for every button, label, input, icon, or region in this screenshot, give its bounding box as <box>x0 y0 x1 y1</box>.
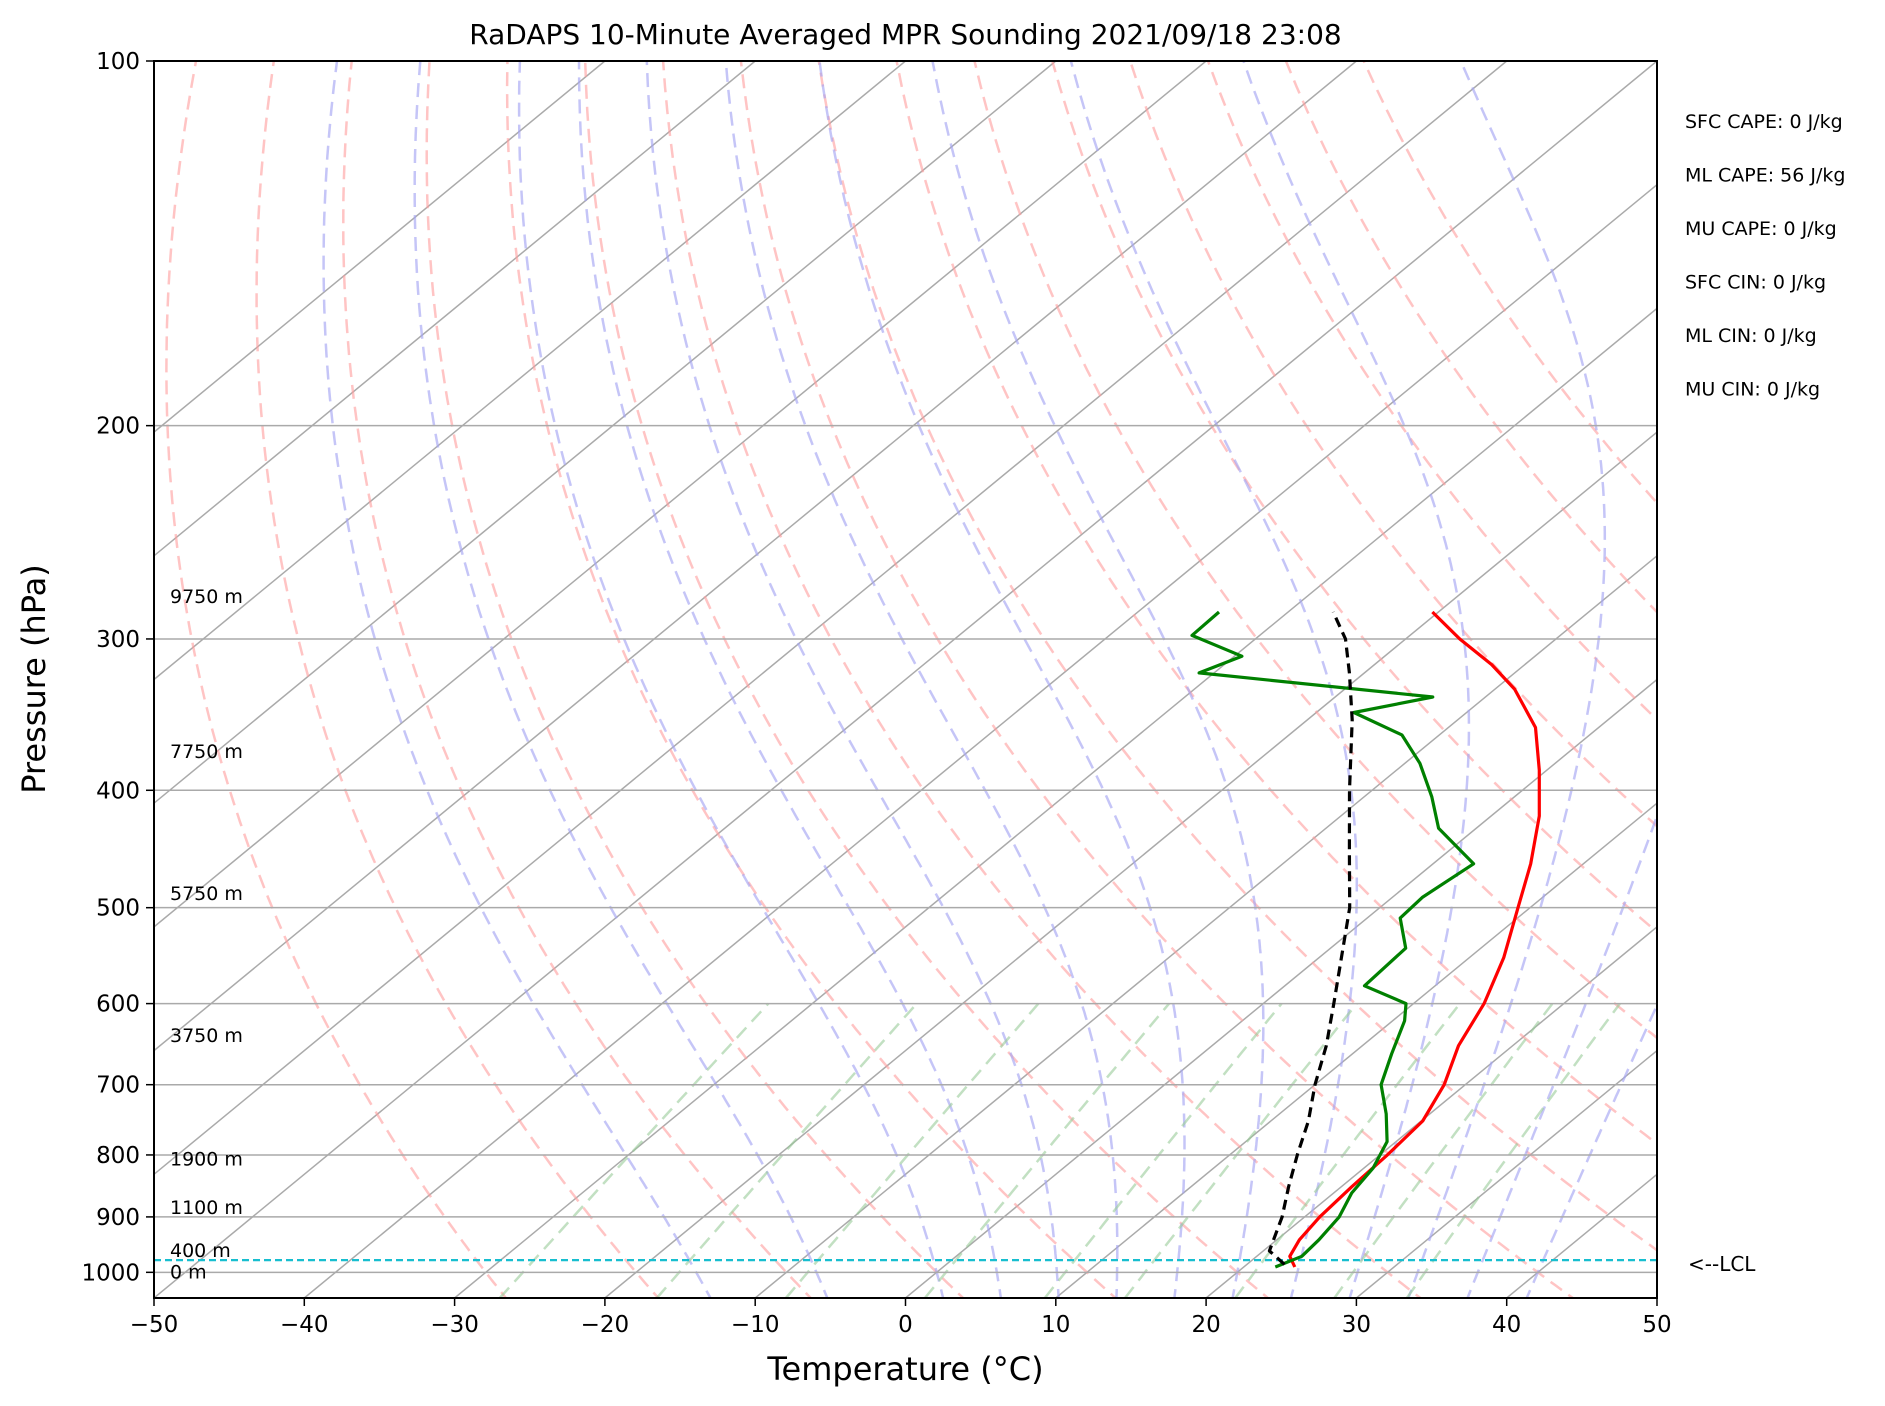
dry-adiabat <box>895 61 1657 1146</box>
dry-adiabat <box>817 61 1657 1252</box>
moist-adiabat <box>645 61 1060 1298</box>
moist-adiabat <box>1407 61 1607 1298</box>
chart-title: RaDAPS 10-Minute Averaged MPR Sounding 2… <box>469 18 1341 51</box>
isotherm <box>154 61 1357 1052</box>
height-label: 400 m <box>170 1240 231 1262</box>
y-tick-label: 900 <box>96 1205 140 1231</box>
index-text: MU CIN: 0 J/kg <box>1685 379 1820 401</box>
isotherm <box>154 61 1057 805</box>
dry-adiabat <box>1128 61 1657 828</box>
moist-adiabat <box>413 61 829 1298</box>
isotherm <box>1355 1049 1657 1298</box>
x-tick-label: 0 <box>898 1312 913 1338</box>
x-tick-label: 30 <box>1342 1312 1371 1338</box>
x-tick-label: −30 <box>430 1312 479 1338</box>
dewpoint-profile <box>1190 610 1476 1269</box>
index-text: ML CIN: 0 J/kg <box>1685 325 1817 347</box>
lcl-label: <--LCL <box>1688 1252 1756 1276</box>
x-tick-label: −20 <box>581 1312 630 1338</box>
mixing-ratio-line <box>1234 1002 1461 1298</box>
height-label: 3750 m <box>170 1025 243 1047</box>
height-label: 1900 m <box>170 1149 243 1171</box>
dry-adiabat <box>505 61 1118 1298</box>
y-tick-label: 300 <box>96 627 140 653</box>
height-label: 5750 m <box>170 883 243 905</box>
isotherm <box>1506 1173 1657 1298</box>
height-label: 1100 m <box>170 1197 243 1219</box>
height-label: 7750 m <box>170 741 243 763</box>
y-tick-label: 700 <box>96 1073 140 1099</box>
isotherm <box>303 183 1657 1298</box>
x-tick-label: 50 <box>1642 1312 1671 1338</box>
isotherm <box>154 61 1207 928</box>
x-tick-label: 10 <box>1041 1312 1070 1338</box>
isotherm <box>154 61 756 557</box>
dry-adiabat <box>425 61 965 1298</box>
isotherm <box>154 61 1657 1298</box>
x-tick-label: 40 <box>1492 1312 1521 1338</box>
dry-adiabat <box>1051 61 1657 934</box>
dry-adiabat <box>661 61 1423 1298</box>
dry-adiabat <box>583 61 1270 1298</box>
isotherm <box>1205 925 1657 1298</box>
moist-adiabat <box>517 61 945 1298</box>
moist-adiabat <box>1069 61 1359 1298</box>
y-tick-label: 1000 <box>81 1260 140 1286</box>
height-label: 0 m <box>170 1261 207 1283</box>
moist-adiabat <box>724 61 1119 1298</box>
moist-adiabat <box>1525 1002 1657 1298</box>
moist-adiabat <box>818 61 1186 1298</box>
index-text: MU CAPE: 0 J/kg <box>1685 218 1837 240</box>
y-tick-label: 100 <box>96 49 140 75</box>
x-tick-label: −10 <box>731 1312 780 1338</box>
y-axis-label: Pressure (hPa) <box>15 564 53 794</box>
y-tick-label: 200 <box>96 414 140 440</box>
dry-adiabat <box>973 61 1657 1040</box>
index-text: ML CAPE: 56 J/kg <box>1685 165 1845 187</box>
isotherm <box>905 678 1657 1298</box>
temperature-profile <box>1288 610 1541 1268</box>
moist-adiabat <box>577 61 1003 1298</box>
y-tick-label: 500 <box>96 896 140 922</box>
y-tick-label: 400 <box>96 778 140 804</box>
x-tick-label: 20 <box>1191 1312 1220 1338</box>
y-tick-label: 800 <box>96 1143 140 1169</box>
isotherm <box>454 307 1657 1298</box>
mixing-ratio-line <box>655 1002 918 1298</box>
mixing-ratio-line <box>923 1002 1171 1298</box>
mixing-ratio-line <box>1333 1002 1554 1298</box>
dry-adiabat <box>165 61 508 1298</box>
x-axis-label: Temperature (°C) <box>766 1350 1043 1388</box>
isotherm <box>154 61 906 681</box>
x-tick-label: −40 <box>280 1312 329 1338</box>
moist-adiabat <box>931 61 1265 1298</box>
isotherm <box>604 431 1657 1298</box>
isotherm <box>1055 802 1657 1298</box>
isotherm <box>1656 1297 1657 1298</box>
isotherm <box>154 61 1508 1176</box>
y-tick-label: 600 <box>96 992 140 1018</box>
height-label: 9750 m <box>170 586 243 608</box>
index-text: SFC CAPE: 0 J/kg <box>1685 111 1843 133</box>
x-tick-label: −50 <box>130 1312 179 1338</box>
parcel-profile <box>1267 611 1354 1266</box>
isotherm <box>154 61 606 434</box>
index-text: SFC CIN: 0 J/kg <box>1685 272 1826 294</box>
mixing-ratio-line <box>1405 1002 1621 1298</box>
mixing-ratio-line <box>1043 1002 1283 1298</box>
mixing-ratio-line <box>498 1002 770 1298</box>
